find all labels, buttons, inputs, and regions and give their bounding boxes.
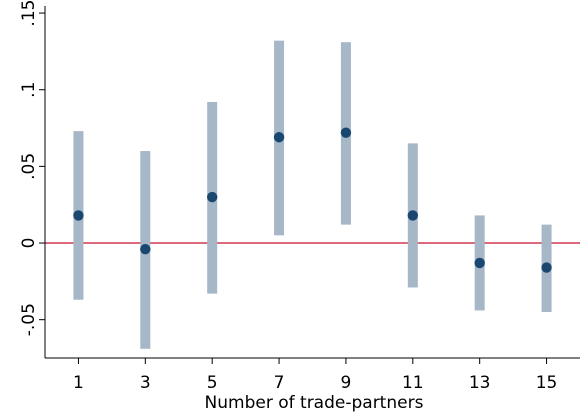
x-tick-label: 9 bbox=[341, 373, 352, 393]
x-tick-label: 13 bbox=[469, 373, 491, 393]
x-tick-label: 7 bbox=[274, 373, 285, 393]
point-estimate bbox=[474, 257, 485, 269]
point-estimate bbox=[407, 210, 419, 221]
point-estimate bbox=[140, 243, 151, 255]
x-tick-label: 11 bbox=[402, 373, 424, 393]
point-estimate bbox=[73, 210, 84, 221]
x-tick-label: 5 bbox=[207, 373, 218, 393]
y-tick-label: -.05 bbox=[19, 303, 39, 336]
point-estimate bbox=[206, 191, 218, 203]
x-tick-label: 1 bbox=[73, 373, 84, 393]
axes: -.050.05.1.151 3 5 7 9 11 13 15 bbox=[19, 0, 580, 393]
x-tick-label: 15 bbox=[536, 373, 558, 393]
point-estimate bbox=[340, 127, 352, 138]
x-axis-title: Number of trade-partners bbox=[205, 393, 424, 413]
point-estimate bbox=[273, 132, 285, 143]
y-tick-label: .1 bbox=[19, 82, 39, 98]
x-tick-label: 3 bbox=[140, 373, 151, 393]
y-tick-label: .05 bbox=[19, 153, 39, 180]
point-estimate bbox=[541, 262, 552, 273]
y-tick-label: .15 bbox=[19, 0, 39, 27]
point-estimates bbox=[73, 127, 552, 273]
y-tick-label: 0 bbox=[19, 238, 39, 249]
